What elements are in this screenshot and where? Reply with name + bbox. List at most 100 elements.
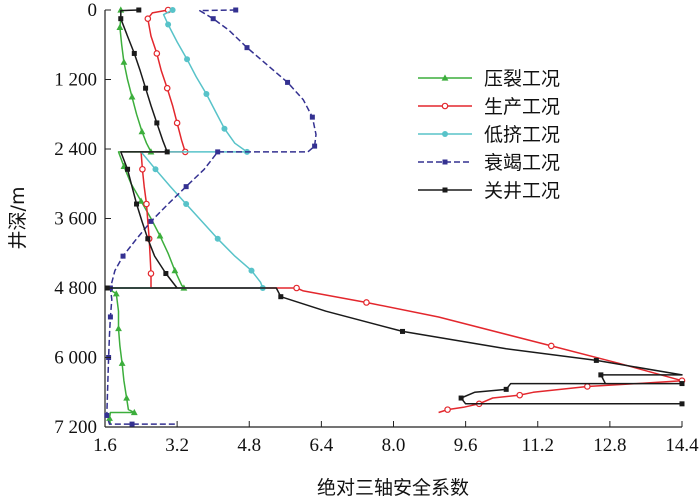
series-1: [139, 6, 686, 414]
data-point: [164, 149, 170, 155]
y-tick-label: 4 800: [54, 278, 97, 299]
series-line: [140, 9, 683, 414]
data-point: [183, 201, 190, 208]
data-point: [104, 412, 110, 418]
data-point: [363, 299, 370, 306]
y-tick-label: 1 200: [54, 70, 97, 91]
data-point: [112, 290, 120, 297]
series-0: [106, 6, 188, 425]
x-tick-label: 4.8: [237, 435, 261, 456]
data-point: [147, 270, 155, 277]
data-point: [442, 187, 448, 193]
y-tick-label: 0: [88, 0, 98, 21]
data-point: [156, 232, 164, 239]
legend-label: 压裂工况: [484, 68, 560, 90]
y-axis-title: 井深/m: [7, 187, 29, 250]
data-point: [148, 218, 154, 224]
y-tick-label: 6 000: [54, 348, 97, 369]
data-point: [163, 271, 169, 277]
x-tick-label: 6.4: [310, 435, 334, 456]
data-point: [145, 236, 151, 242]
legend-item: 衰竭工况: [418, 152, 560, 174]
data-point: [516, 391, 524, 399]
data-point: [143, 85, 149, 91]
x-tick-label: 11.2: [521, 435, 554, 456]
data-point: [203, 90, 210, 97]
data-point: [143, 200, 150, 208]
data-point: [442, 131, 448, 137]
data-point: [309, 114, 315, 120]
series-layer: [104, 6, 686, 427]
data-point: [183, 184, 189, 190]
data-point: [215, 149, 221, 155]
data-point: [312, 143, 318, 149]
data-point: [134, 201, 140, 207]
legend-label: 衰竭工况: [484, 152, 560, 174]
data-point: [458, 395, 464, 401]
data-point: [171, 267, 179, 274]
data-point: [154, 120, 160, 126]
data-point: [598, 372, 604, 378]
data-point: [153, 50, 161, 57]
legend-label: 生产工况: [484, 96, 560, 118]
x-tick-label: 8.0: [382, 435, 406, 456]
data-point: [293, 284, 300, 292]
series-3: [104, 7, 318, 427]
data-point: [244, 45, 250, 51]
y-tick-label: 2 400: [54, 139, 97, 160]
data-point: [139, 165, 146, 173]
data-point: [138, 128, 146, 135]
x-tick-label: 12.8: [593, 435, 626, 456]
data-point: [173, 119, 181, 127]
data-point: [679, 381, 685, 387]
data-point: [584, 383, 591, 390]
data-point: [116, 23, 124, 30]
legend-item: 生产工况: [418, 96, 560, 118]
series-2: [107, 7, 266, 291]
data-point: [233, 7, 239, 13]
data-point: [152, 166, 159, 173]
legend-item: 关井工况: [418, 180, 560, 202]
data-point: [442, 159, 448, 165]
x-axis-title: 绝对三轴安全系数: [317, 477, 469, 499]
x-tick-label: 3.2: [165, 435, 189, 456]
data-point: [120, 58, 128, 65]
data-point: [214, 235, 221, 242]
data-point: [129, 421, 135, 427]
data-point: [593, 357, 599, 363]
data-point: [503, 386, 509, 392]
data-point: [441, 102, 449, 110]
x-tick-label: 14.4: [665, 435, 699, 456]
legend-item: 低挤工况: [418, 124, 560, 146]
data-point: [221, 125, 228, 132]
ticks-layer: 1.6 3.2 4.8 6.4 8.0 9.6 11.2 12.8 14.4 0 1 200 2 40…: [54, 0, 699, 456]
data-point: [106, 414, 113, 421]
series-line: [106, 9, 683, 405]
data-point: [165, 21, 172, 28]
data-point: [400, 328, 406, 334]
x-tick-label: 1.6: [93, 435, 117, 456]
data-point: [163, 84, 171, 92]
data-point: [679, 401, 685, 407]
data-point: [441, 74, 449, 81]
data-point: [131, 50, 137, 56]
data-point: [115, 324, 122, 332]
series-line: [107, 9, 264, 289]
data-point: [128, 93, 136, 100]
legend-label: 关井工况: [484, 180, 560, 202]
data-point: [123, 394, 131, 401]
data-point: [118, 16, 124, 22]
data-point: [169, 7, 176, 13]
data-point: [278, 294, 284, 300]
data-point: [120, 253, 126, 259]
series-line: [106, 9, 317, 425]
data-point: [248, 267, 255, 274]
series-line: [106, 10, 185, 425]
data-point: [137, 197, 145, 204]
x-tick-label: 9.6: [454, 435, 478, 456]
data-point: [130, 408, 138, 416]
y-tick-label: 3 600: [54, 209, 97, 230]
legend-label: 低挤工况: [484, 124, 560, 146]
data-point: [184, 56, 191, 63]
legend-item: 压裂工况: [418, 68, 560, 90]
